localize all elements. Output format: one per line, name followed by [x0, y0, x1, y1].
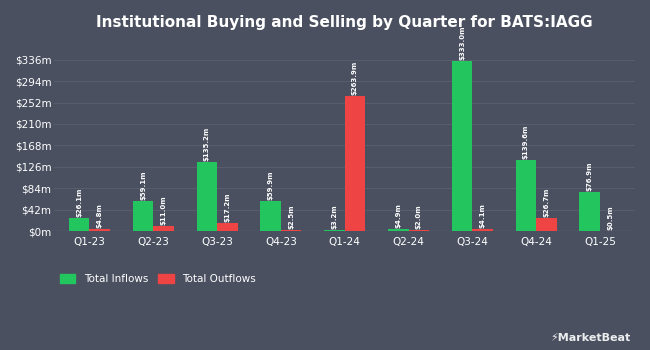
Bar	[536, 218, 556, 231]
Text: ⚡MarketBeat: ⚡MarketBeat	[551, 333, 630, 343]
Text: $333.0m: $333.0m	[459, 26, 465, 60]
Bar	[408, 230, 429, 231]
Bar	[261, 201, 281, 231]
Bar	[217, 223, 237, 231]
Text: $59.1m: $59.1m	[140, 170, 146, 200]
Text: $2.0m: $2.0m	[416, 205, 422, 229]
Text: $76.9m: $76.9m	[587, 161, 593, 191]
Title: Institutional Buying and Selling by Quarter for BATS:IAGG: Institutional Buying and Selling by Quar…	[96, 15, 593, 30]
Bar	[197, 162, 217, 231]
Text: $0.5m: $0.5m	[607, 205, 613, 230]
Bar	[133, 201, 153, 231]
Bar	[580, 192, 600, 231]
Text: $26.7m: $26.7m	[543, 187, 549, 217]
Text: $3.2m: $3.2m	[332, 204, 337, 229]
Bar	[344, 97, 365, 231]
Text: $263.9m: $263.9m	[352, 61, 358, 96]
Text: $2.5m: $2.5m	[288, 204, 294, 229]
Bar	[388, 229, 408, 231]
Text: $11.0m: $11.0m	[161, 195, 166, 225]
Legend: Total Inflows, Total Outflows: Total Inflows, Total Outflows	[60, 274, 256, 284]
Text: $4.8m: $4.8m	[97, 203, 103, 228]
Text: $135.2m: $135.2m	[204, 127, 210, 161]
Bar	[281, 230, 302, 231]
Text: $139.6m: $139.6m	[523, 125, 529, 159]
Text: $59.9m: $59.9m	[268, 170, 274, 200]
Bar	[452, 61, 473, 231]
Text: $17.2m: $17.2m	[224, 192, 230, 222]
Bar	[515, 160, 536, 231]
Text: $4.9m: $4.9m	[395, 203, 401, 228]
Text: $4.1m: $4.1m	[480, 203, 486, 228]
Bar	[90, 229, 110, 231]
Bar	[69, 218, 90, 231]
Text: $26.1m: $26.1m	[76, 188, 83, 217]
Bar	[153, 226, 174, 231]
Bar	[473, 229, 493, 231]
Bar	[324, 230, 345, 231]
